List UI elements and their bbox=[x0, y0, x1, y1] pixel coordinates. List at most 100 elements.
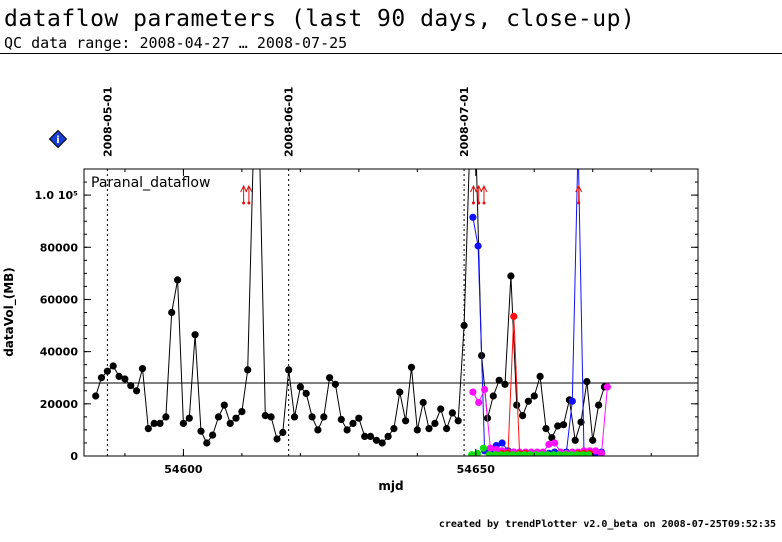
data-point bbox=[226, 419, 234, 427]
data-point bbox=[536, 372, 544, 380]
data-point bbox=[390, 425, 398, 433]
data-point bbox=[378, 439, 386, 447]
data-point bbox=[486, 444, 494, 452]
y-axis: 0 20000 40000 60000 80000 1.0 10⁵ bbox=[35, 168, 698, 463]
info-icon[interactable]: i bbox=[48, 129, 68, 149]
data-point bbox=[185, 414, 193, 422]
data-point bbox=[520, 451, 528, 456]
data-point bbox=[545, 440, 553, 448]
y-axis-label: dataVol_(MB) bbox=[2, 267, 17, 357]
data-point bbox=[97, 374, 106, 382]
series-line bbox=[95, 169, 605, 444]
data-point bbox=[144, 425, 152, 433]
data-point bbox=[579, 451, 587, 456]
data-point bbox=[559, 421, 568, 429]
data-point bbox=[603, 383, 612, 391]
data-point bbox=[407, 363, 416, 371]
data-point bbox=[481, 385, 489, 394]
data-point bbox=[133, 387, 141, 395]
data-point bbox=[92, 392, 100, 400]
y-tick-label: 20000 bbox=[40, 398, 79, 411]
data-point bbox=[220, 401, 228, 409]
data-point bbox=[514, 451, 523, 456]
data-point bbox=[214, 413, 223, 421]
data-point bbox=[127, 382, 135, 390]
data-point bbox=[121, 375, 129, 383]
data-point bbox=[361, 432, 369, 440]
data-point bbox=[372, 436, 380, 444]
data-point bbox=[597, 449, 606, 456]
data-point bbox=[530, 392, 538, 400]
y-tick-label: 1.0 10⁵ bbox=[35, 189, 79, 202]
data-point bbox=[109, 362, 117, 370]
data-point bbox=[550, 451, 558, 456]
offscale-arrow bbox=[575, 184, 583, 205]
data-point bbox=[544, 451, 552, 456]
data-point bbox=[267, 413, 275, 421]
data-point bbox=[474, 242, 482, 250]
data-point bbox=[568, 397, 576, 405]
data-point bbox=[497, 451, 505, 456]
x-axis: 54600 54650 bbox=[124, 169, 652, 476]
generator-footer: created by trendPlotter v2.0_beta on 200… bbox=[438, 519, 776, 530]
data-point bbox=[592, 447, 600, 455]
data-point bbox=[174, 276, 182, 284]
y-tick-label: 80000 bbox=[40, 241, 79, 254]
qc-data-range: QC data range: 2008-04-27 … 2008-07-25 bbox=[4, 34, 348, 52]
data-point bbox=[538, 451, 546, 456]
header-divider bbox=[0, 53, 782, 54]
data-point bbox=[571, 436, 579, 444]
data-point bbox=[495, 376, 503, 384]
data-point bbox=[503, 451, 511, 456]
page-title: dataflow parameters (last 90 days, close… bbox=[4, 6, 636, 32]
data-point bbox=[320, 413, 328, 421]
offscale-arrow bbox=[480, 184, 488, 205]
data-point bbox=[296, 383, 304, 391]
date-marker-label: 2008-06-01 bbox=[283, 87, 296, 157]
data-point bbox=[431, 419, 439, 427]
data-point bbox=[524, 397, 533, 405]
data-point bbox=[103, 367, 111, 375]
data-point bbox=[355, 414, 363, 422]
data-point bbox=[197, 427, 205, 435]
y-tick-label: 40000 bbox=[40, 346, 79, 359]
data-point bbox=[396, 388, 404, 396]
data-point bbox=[308, 413, 316, 421]
data-point bbox=[443, 425, 451, 433]
data-point bbox=[507, 272, 515, 280]
data-point bbox=[156, 419, 164, 427]
data-point bbox=[290, 413, 299, 421]
data-point bbox=[425, 425, 433, 433]
data-point bbox=[589, 436, 597, 444]
data-point bbox=[191, 331, 199, 339]
data-point bbox=[314, 426, 322, 434]
data-point bbox=[595, 401, 603, 409]
y-tick-label: 0 bbox=[70, 450, 78, 463]
data-point bbox=[448, 409, 456, 417]
x-tick-label: 54600 bbox=[164, 463, 203, 476]
offscale-arrow bbox=[475, 184, 483, 205]
data-point bbox=[573, 451, 581, 456]
data-point bbox=[402, 417, 410, 425]
data-point bbox=[337, 415, 345, 424]
data-point bbox=[583, 378, 591, 386]
data-point bbox=[468, 451, 476, 456]
data-point bbox=[326, 374, 334, 382]
info-icon-glyph: i bbox=[56, 135, 59, 146]
date-marker-label: 2008-07-01 bbox=[458, 87, 471, 157]
data-point bbox=[485, 451, 493, 456]
plot-frame bbox=[83, 168, 699, 457]
data-point bbox=[454, 417, 462, 425]
data-point bbox=[261, 412, 269, 420]
data-point bbox=[285, 366, 293, 374]
chart-title: Paranal_dataflow bbox=[91, 175, 210, 191]
data-point bbox=[419, 398, 427, 407]
data-point bbox=[279, 428, 287, 437]
data-point bbox=[479, 444, 487, 452]
data-point bbox=[349, 419, 357, 427]
data-point bbox=[437, 405, 445, 413]
data-point bbox=[585, 451, 593, 456]
x-tick-label: 54650 bbox=[457, 463, 496, 476]
data-point bbox=[413, 426, 421, 434]
